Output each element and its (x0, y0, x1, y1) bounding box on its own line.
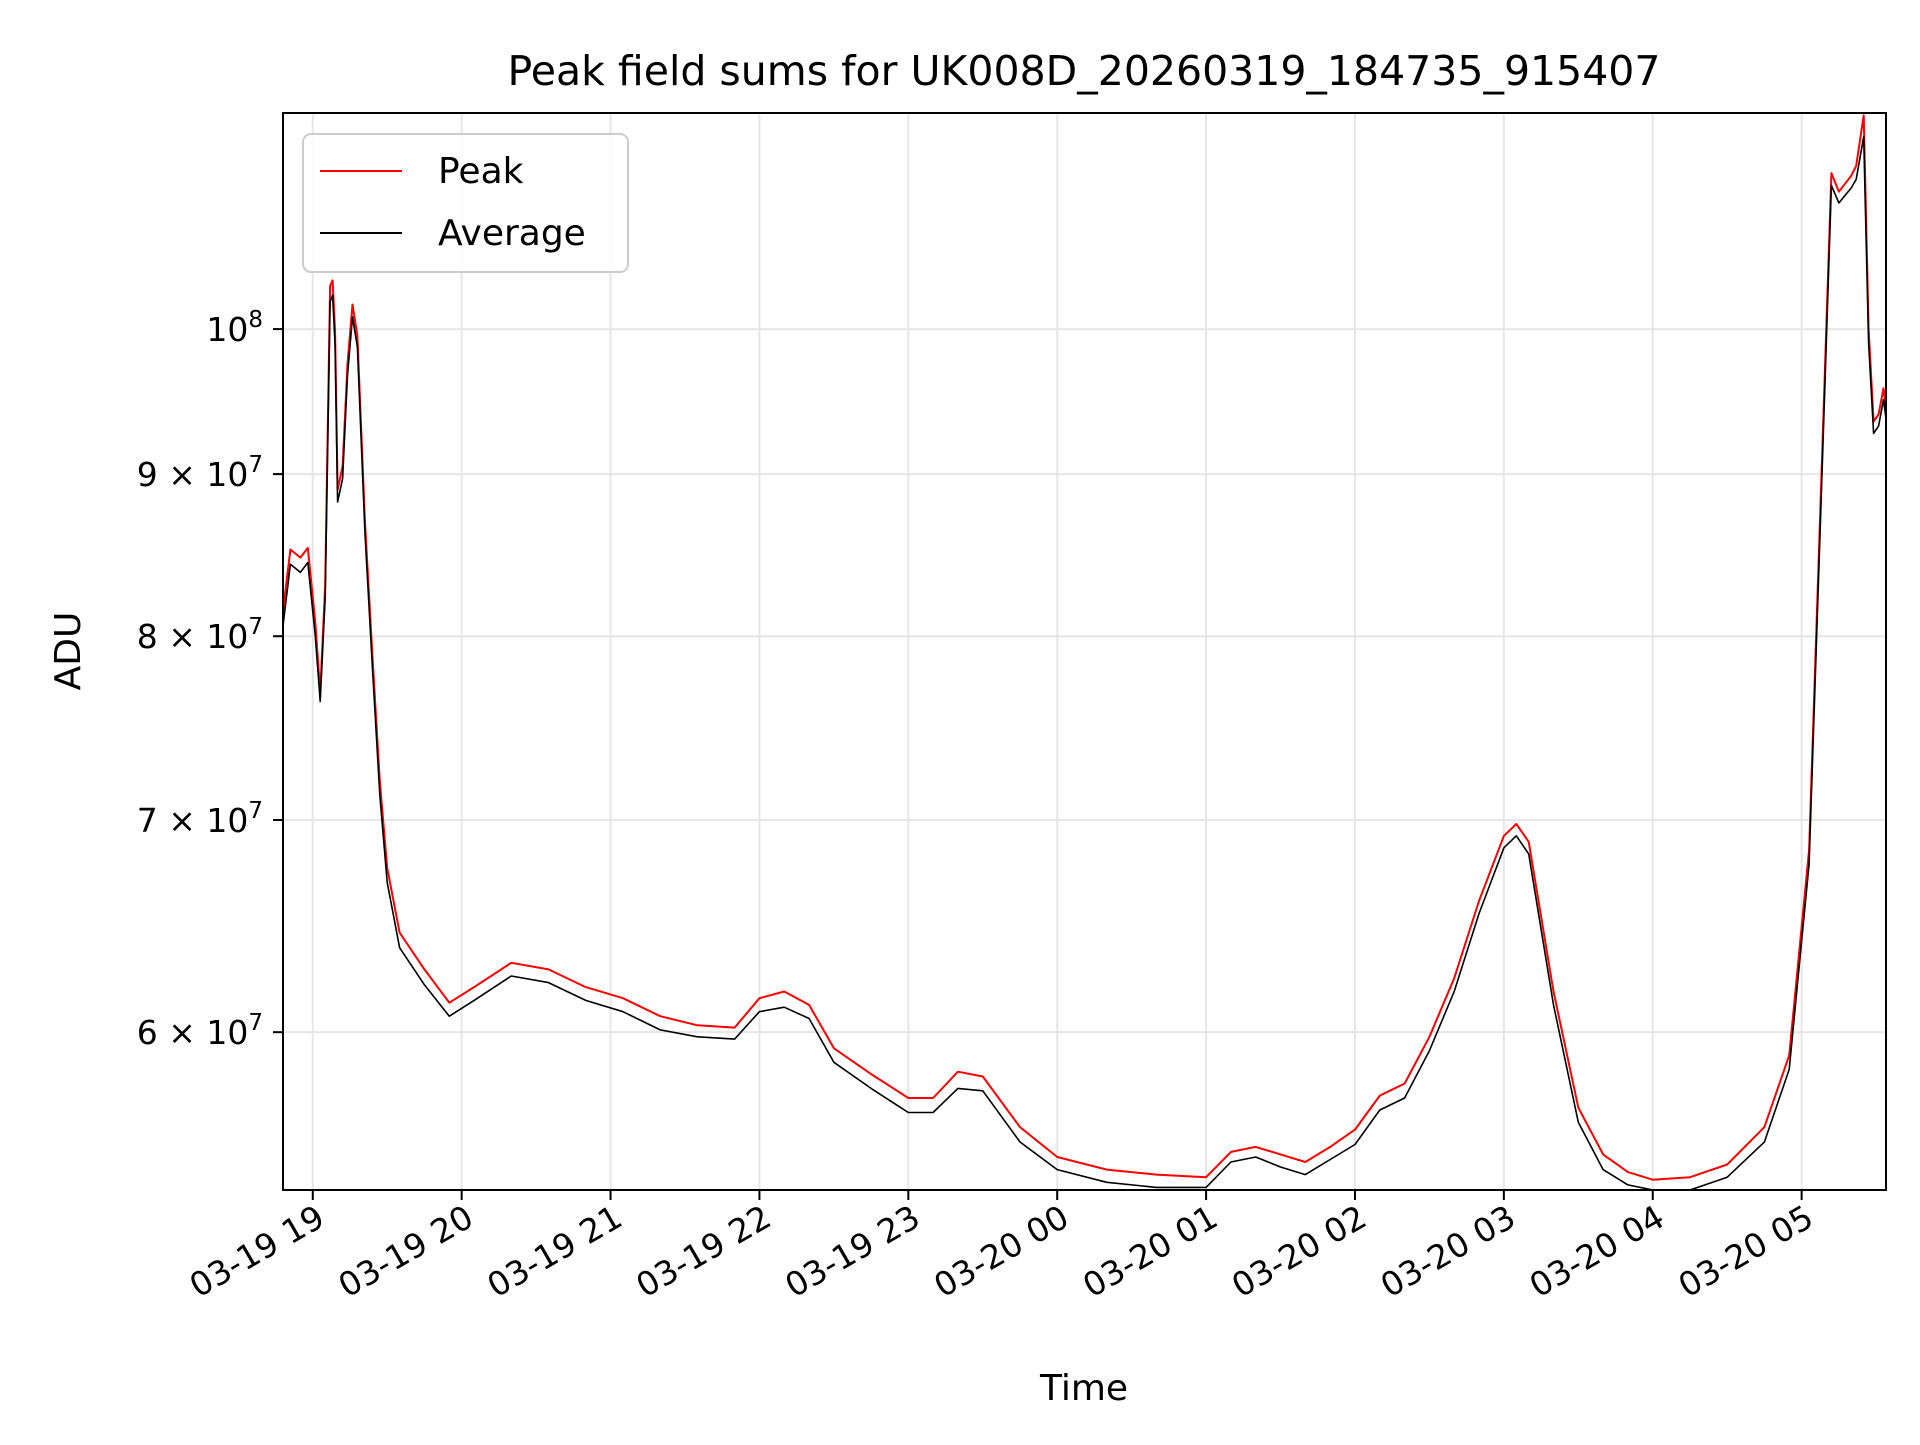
y-tick-label: 8 × 107 (137, 614, 263, 656)
y-tick-label: 7 × 107 (137, 798, 263, 840)
legend: Peak Average (302, 133, 629, 273)
x-axis-label: Time (1039, 1368, 1128, 1409)
plot-area-frame (282, 112, 1887, 1191)
series-line-peak (282, 114, 1887, 1181)
legend-box (302, 133, 629, 273)
series-line-average (282, 135, 1887, 1191)
chart-title: Peak field sums for UK008D_20260319_1847… (508, 47, 1661, 95)
legend-label-average: Average (438, 213, 586, 254)
series-group (282, 114, 1887, 1191)
y-axis-label: ADU (48, 612, 89, 691)
y-axis: 6 × 107 7 × 107 8 × 107 9 × 107 108 (137, 307, 283, 1052)
y-tick-label: 108 (206, 307, 263, 349)
y-tick-label: 6 × 107 (137, 1010, 263, 1052)
y-tick-label: 9 × 107 (137, 452, 263, 494)
grid (283, 113, 1886, 1190)
legend-label-peak: Peak (438, 151, 524, 192)
